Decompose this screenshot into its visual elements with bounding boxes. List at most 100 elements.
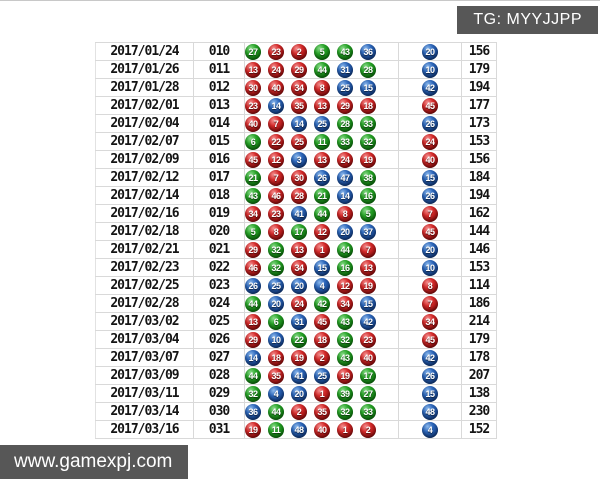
ball: 47 (337, 169, 353, 186)
ball: 37 (360, 223, 376, 240)
draw-issue: 023 (193, 276, 245, 295)
table-row: 2017/03/11 029 32 4 20 1 39 27 15 138 (95, 384, 497, 403)
draw-issue: 015 (193, 132, 245, 151)
table-row: 2017/03/16 031 19 11 48 40 1 2 4 152 (95, 420, 497, 439)
draw-issue: 022 (193, 258, 245, 277)
sum-value: 214 (461, 312, 497, 331)
sum-value: 230 (461, 402, 497, 421)
table-row: 2017/02/04 014 40 7 14 25 28 33 26 173 (95, 114, 497, 133)
ball: 46 (268, 187, 284, 204)
drawn-balls-cell: 5 8 17 12 20 37 (244, 222, 399, 241)
sum-value: 153 (461, 258, 497, 277)
special-ball: 26 (422, 115, 438, 132)
ball: 27 (360, 385, 376, 402)
drawn-balls-cell: 23 14 35 13 29 18 (244, 96, 399, 115)
ball: 44 (337, 241, 353, 258)
draw-date: 2017/02/07 (95, 132, 194, 151)
special-ball-cell: 26 (398, 114, 462, 133)
draw-issue: 021 (193, 240, 245, 259)
ball: 28 (291, 187, 307, 204)
special-ball: 7 (422, 205, 438, 222)
sum-value: 162 (461, 204, 497, 223)
ball: 25 (268, 277, 284, 294)
ball: 15 (360, 295, 376, 312)
drawn-balls-cell: 6 22 25 11 33 32 (244, 132, 399, 151)
special-ball-cell: 20 (398, 240, 462, 259)
ball: 1 (314, 385, 330, 402)
sum-value: 146 (461, 240, 497, 259)
ball: 16 (337, 259, 353, 276)
table-row: 2017/02/01 013 23 14 35 13 29 18 45 177 (95, 96, 497, 115)
table-row: 2017/03/02 025 13 6 31 45 43 42 34 214 (95, 312, 497, 331)
special-ball: 15 (422, 385, 438, 402)
drawn-balls-cell: 26 25 20 4 12 19 (244, 276, 399, 295)
drawn-balls-cell: 19 11 48 40 1 2 (244, 420, 399, 439)
special-ball-cell: 26 (398, 186, 462, 205)
special-ball-cell: 42 (398, 78, 462, 97)
draw-date: 2017/02/16 (95, 204, 194, 223)
ball: 44 (245, 295, 261, 312)
ball: 44 (245, 367, 261, 384)
ball: 21 (245, 169, 261, 186)
ball: 1 (314, 241, 330, 258)
ball: 41 (291, 367, 307, 384)
drawn-balls-cell: 32 4 20 1 39 27 (244, 384, 399, 403)
ball: 19 (245, 421, 261, 438)
ball: 14 (291, 115, 307, 132)
draw-date: 2017/02/23 (95, 258, 194, 277)
ball: 15 (360, 79, 376, 96)
sum-value: 152 (461, 420, 497, 439)
drawn-balls-cell: 40 7 14 25 28 33 (244, 114, 399, 133)
special-ball: 26 (422, 367, 438, 384)
draw-date: 2017/02/12 (95, 168, 194, 187)
special-ball-cell: 48 (398, 402, 462, 421)
draw-date: 2017/03/04 (95, 330, 194, 349)
special-ball: 7 (422, 295, 438, 312)
draw-issue: 014 (193, 114, 245, 133)
ball: 25 (314, 367, 330, 384)
ball: 6 (268, 313, 284, 330)
drawn-balls-cell: 43 46 28 21 14 16 (244, 186, 399, 205)
ball: 40 (245, 115, 261, 132)
table-row: 2017/03/04 026 29 10 22 18 32 23 45 179 (95, 330, 497, 349)
special-ball: 26 (422, 187, 438, 204)
ball: 43 (337, 43, 353, 60)
sum-value: 156 (461, 150, 497, 169)
ball: 29 (291, 61, 307, 78)
ball: 24 (337, 151, 353, 168)
ball: 18 (268, 349, 284, 366)
ball: 21 (314, 187, 330, 204)
ball: 34 (245, 205, 261, 222)
ball: 32 (245, 385, 261, 402)
ball: 32 (268, 241, 284, 258)
draw-issue: 030 (193, 402, 245, 421)
special-ball-cell: 15 (398, 384, 462, 403)
ball: 30 (291, 169, 307, 186)
draw-date: 2017/01/28 (95, 78, 194, 97)
ball: 5 (314, 43, 330, 60)
special-ball-cell: 7 (398, 204, 462, 223)
ball: 19 (360, 151, 376, 168)
ball: 32 (360, 133, 376, 150)
drawn-balls-cell: 14 18 19 2 43 40 (244, 348, 399, 367)
special-ball: 34 (422, 313, 438, 330)
ball: 44 (314, 205, 330, 222)
sum-value: 156 (461, 42, 497, 61)
draw-issue: 010 (193, 42, 245, 61)
table-row: 2017/02/07 015 6 22 25 11 33 32 24 153 (95, 132, 497, 151)
table-row: 2017/01/26 011 13 24 29 44 31 28 10 179 (95, 60, 497, 79)
ball: 8 (268, 223, 284, 240)
ball: 41 (291, 205, 307, 222)
drawn-balls-cell: 46 32 34 15 16 13 (244, 258, 399, 277)
ball: 20 (291, 385, 307, 402)
ball: 23 (245, 97, 261, 114)
ball: 22 (291, 331, 307, 348)
ball: 45 (245, 151, 261, 168)
ball: 20 (291, 277, 307, 294)
special-ball: 40 (422, 151, 438, 168)
ball: 35 (268, 367, 284, 384)
draw-date: 2017/02/09 (95, 150, 194, 169)
draw-date: 2017/03/16 (95, 420, 194, 439)
special-ball-cell: 10 (398, 258, 462, 277)
sum-value: 144 (461, 222, 497, 241)
